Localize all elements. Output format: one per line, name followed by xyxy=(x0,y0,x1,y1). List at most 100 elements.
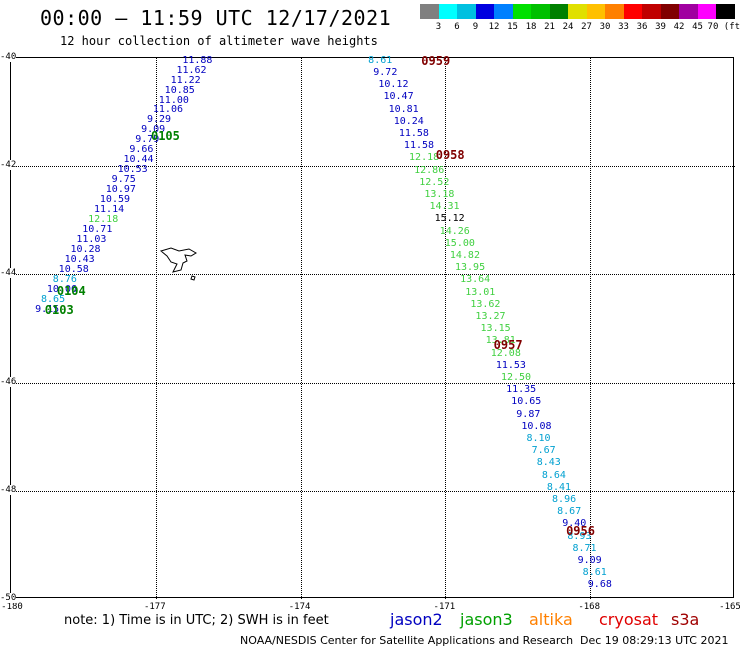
wave-height-point: 13.64 xyxy=(460,274,491,286)
pass-time-label: 0105 xyxy=(150,129,180,144)
island-outline xyxy=(159,247,197,281)
scale-label: 9 xyxy=(472,22,479,32)
pass-time-label: 0958 xyxy=(435,148,465,163)
scale-swatch xyxy=(438,4,458,19)
wave-height-point: 8.10 xyxy=(526,433,551,445)
map-plot-area[interactable]: 11.88 11.62 11.22 10.85 11.00 11.06 9.29 9.09 9.… xyxy=(10,53,735,599)
wave-height-point: 10.53 xyxy=(117,164,148,176)
map-title: 00:00 – 11:59 UTC 12/17/2021 xyxy=(40,6,392,30)
wave-height-point: 13.95 xyxy=(454,262,486,274)
wave-height-point: 15.12 xyxy=(434,213,465,225)
map-subtitle: 12 hour collection of altimeter wave hei… xyxy=(60,34,378,48)
latitude-tick-label: -42 xyxy=(0,160,17,171)
wave-height-point: 8.93 xyxy=(567,530,592,542)
wave-height-point: 9.75 xyxy=(111,174,136,186)
wave-height-point: 9.79 xyxy=(135,134,160,146)
wave-height-point: 10.71 xyxy=(82,223,113,235)
scale-swatch xyxy=(531,4,550,19)
wave-height-point: 13.01 xyxy=(465,286,496,298)
scale-swatch xyxy=(697,4,717,19)
pass-time-label: 0959 xyxy=(421,53,451,68)
legend-jason3: jason3 xyxy=(460,610,513,629)
wave-height-point: 10.06 xyxy=(46,283,78,295)
wave-height-point: 9.68 xyxy=(587,579,612,591)
scale-label: 15 xyxy=(507,22,518,32)
wave-height-point: 11.53 xyxy=(495,359,526,371)
wave-height-point: 11.14 xyxy=(94,204,125,216)
scale-label: 21 xyxy=(544,22,555,32)
pass-time-label: 0957 xyxy=(493,337,523,352)
longitude-gridline xyxy=(300,58,302,599)
scale-label: 45 xyxy=(692,22,703,32)
scale-label: 3 xyxy=(435,22,442,32)
wave-height-point: 14.82 xyxy=(449,249,480,261)
wave-height-point: 8.61 xyxy=(368,54,393,66)
legend-s3a: s3a xyxy=(671,610,700,629)
wave-height-point: 9.29 xyxy=(147,114,172,126)
longitude-tick-label: -174 xyxy=(288,602,311,612)
pass-time-label: 0104 xyxy=(56,283,86,298)
wave-height-point: 8.67 xyxy=(557,506,582,518)
scale-swatch xyxy=(475,4,495,19)
scale-swatch xyxy=(549,4,569,19)
latitude-tick-label: -48 xyxy=(0,484,17,495)
latitude-tick-label: -44 xyxy=(0,268,17,279)
wave-height-point: 11.03 xyxy=(76,233,107,245)
wave-height-point: 9.66 xyxy=(129,144,154,156)
wave-height-point: 10.43 xyxy=(64,253,95,265)
latitude-tick-label: -46 xyxy=(0,376,17,387)
longitude-gridline xyxy=(445,58,447,599)
latitude-gridline xyxy=(11,490,735,492)
wave-height-point: 8.41 xyxy=(546,481,572,493)
wave-height-point: 13.15 xyxy=(480,323,511,335)
wave-height-point: 13.27 xyxy=(475,310,506,322)
wave-height-point: 10.47 xyxy=(383,91,414,103)
footnote: note: 1) Time is in UTC; 2) SWH is in fe… xyxy=(64,613,329,628)
legend-jason2: jason2 xyxy=(390,610,443,629)
scale-label: 27 xyxy=(581,22,592,32)
scale-swatch xyxy=(494,4,513,19)
wave-height-point: 9.15 xyxy=(35,303,60,315)
wave-height-point: 15.00 xyxy=(444,237,475,249)
wave-height-point: 10.97 xyxy=(105,184,136,196)
scale-label: 6 xyxy=(454,22,460,32)
legend-cryosat: cryosat xyxy=(599,610,659,629)
credit-text: NOAA/NESDIS Center for Satellite Applica… xyxy=(240,634,574,647)
scale-swatch xyxy=(420,4,439,19)
wave-height-point: 8.61 xyxy=(582,567,607,579)
longitude-tick-label: -165 xyxy=(719,602,740,612)
wave-height-point: 10.28 xyxy=(70,243,101,255)
wave-height-point: 12.18 xyxy=(409,152,440,164)
wave-height-point: 9.72 xyxy=(373,66,398,78)
scale-label: 33 xyxy=(618,22,629,32)
pass-time-label: 0956 xyxy=(566,524,595,539)
scale-label: 70 (ft) xyxy=(707,22,740,32)
wave-height-point: 9.09 xyxy=(141,124,166,136)
legend-altika: altika xyxy=(529,610,573,629)
longitude-tick-label: -168 xyxy=(578,602,601,612)
scale-swatch xyxy=(679,4,698,19)
wave-height-point: 8.43 xyxy=(536,457,561,469)
scale-swatch xyxy=(568,4,587,19)
wave-height-point: 11.88 xyxy=(182,54,213,66)
scale-swatch xyxy=(642,4,661,19)
longitude-gridline xyxy=(155,58,157,599)
scale-swatch xyxy=(457,4,476,19)
longitude-tick-label: -177 xyxy=(143,602,166,612)
wave-height-point: 10.85 xyxy=(164,84,195,96)
wave-height-point: 8.76 xyxy=(52,273,77,285)
wave-height-point: 8.64 xyxy=(541,469,566,481)
wave-height-point: 12.50 xyxy=(500,372,532,383)
wave-height-point: 9.40 xyxy=(562,518,587,530)
scale-label: 24 xyxy=(562,22,574,32)
scale-label: 42 xyxy=(673,22,685,32)
scale-swatch xyxy=(623,4,643,19)
scale-label: 36 xyxy=(636,22,648,32)
wave-height-point: 12.86 xyxy=(414,164,445,176)
longitude-gridline xyxy=(590,58,592,599)
longitude-tick-label: -180 xyxy=(1,602,23,612)
latitude-tick-label: -40 xyxy=(0,52,17,62)
wave-height-point: 14.26 xyxy=(439,225,470,237)
wave-height-point: 10.65 xyxy=(511,396,542,408)
wave-height-point: 11.06 xyxy=(152,104,183,116)
